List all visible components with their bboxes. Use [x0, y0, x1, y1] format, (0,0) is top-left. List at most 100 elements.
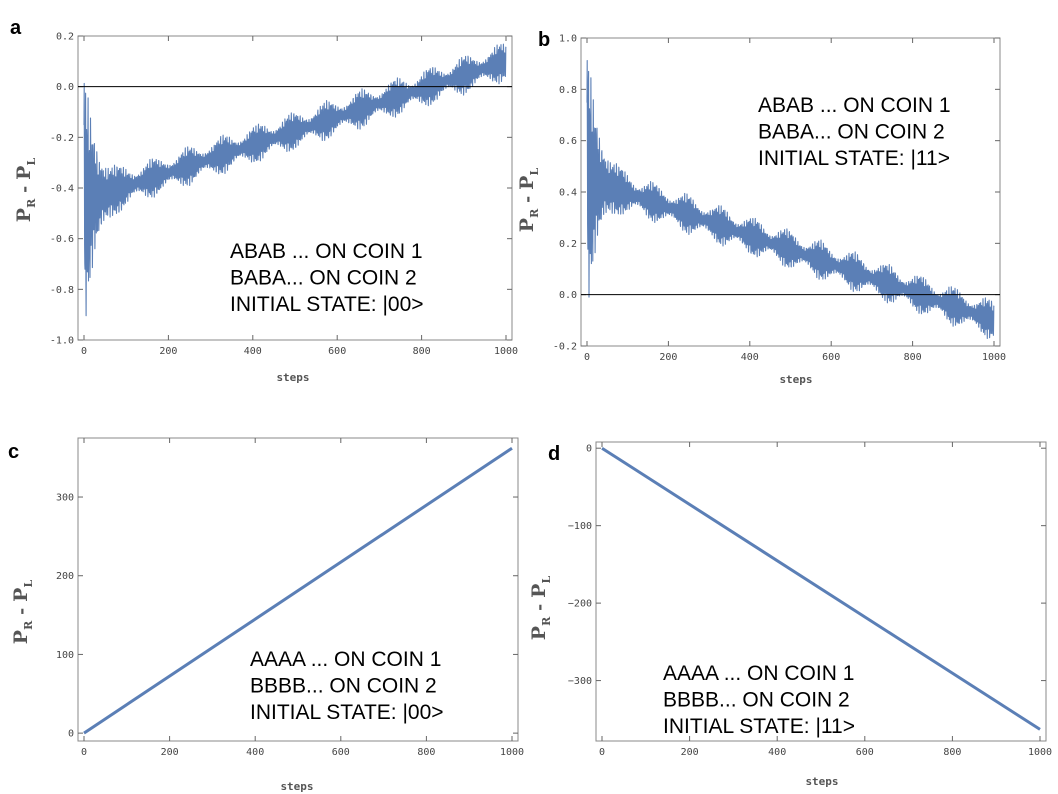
y-axis-label-part: -	[12, 602, 32, 621]
y-tick-label: -0.2	[50, 133, 74, 144]
y-axis-label: PR - PL	[528, 576, 553, 641]
y-tick-label: -0.6	[50, 234, 74, 245]
y-axis-label-part: P	[10, 630, 32, 644]
y-tick-label: 0.2	[559, 239, 577, 250]
y-tick-label: 0	[68, 729, 74, 740]
y-axis-label-part: R	[528, 208, 541, 218]
annotation-line: BABA... ON COIN 2	[230, 267, 417, 290]
x-tick-label: 200	[161, 747, 179, 758]
annotation-line: AAAA ... ON COIN 1	[250, 648, 441, 671]
y-tick-label: -0.2	[553, 342, 577, 353]
x-tick-label: 0	[81, 747, 87, 758]
y-axis-label-part: L	[25, 158, 38, 166]
y-tick-label: 0.0	[56, 82, 74, 93]
x-axis-label: steps	[779, 373, 812, 386]
y-axis-label: PR - PL	[13, 158, 38, 223]
y-tick-label: 0.2	[56, 32, 74, 43]
annotation-line: ABAB ... ON COIN 1	[230, 240, 423, 263]
x-tick-label: 0	[81, 346, 87, 357]
y-tick-label: 0.6	[559, 136, 577, 147]
annotation-line: INITIAL STATE: |00>	[230, 293, 424, 316]
x-tick-label: 400	[246, 747, 264, 758]
y-axis-label-part: L	[540, 576, 553, 584]
y-axis-label-part: P	[528, 626, 550, 640]
annotation-line: INITIAL STATE: |11>	[663, 715, 855, 738]
panel-d: 0 −100 −200 −300 0 200 400 600 800 1000 steps PR - …	[528, 441, 1052, 788]
y-axis-label-part: -	[518, 190, 538, 209]
x-tick-label: 200	[159, 346, 177, 357]
y-axis-label-part: P	[10, 588, 32, 602]
x-axis-label: steps	[280, 780, 313, 793]
x-tick-label: 200	[681, 747, 699, 758]
y-axis-label-part: L	[528, 168, 541, 176]
x-tick-label: 800	[413, 346, 431, 357]
x-tick-label: 200	[659, 352, 677, 363]
panel-a: 0.2 0.0 -0.2 -0.4 -0.6 -0.8 -1.0 0 200 400 600 800 1…	[10, 17, 518, 384]
y-tick-label: 0.8	[559, 85, 577, 96]
annotation-line: INITIAL STATE: |00>	[250, 701, 444, 724]
panel-letter: a	[10, 17, 22, 39]
x-tick-label: 1000	[982, 352, 1006, 363]
panel-b: 1.0 0.8 0.6 0.4 0.2 0.0 -0.2 0 200 400 600 800 1000 s…	[516, 29, 1006, 386]
y-axis-label-part: -	[15, 180, 35, 199]
plot-frame	[595, 441, 1047, 742]
y-tick-label: 0	[586, 444, 592, 455]
series-line	[586, 59, 995, 340]
x-tick-label: 600	[328, 346, 346, 357]
y-axis-label: PR - PL	[10, 580, 35, 645]
x-tick-label: 0	[599, 747, 605, 758]
y-axis-label-part: P	[13, 208, 35, 222]
y-tick-label: 1.0	[559, 34, 577, 45]
x-tick-label: 1000	[494, 346, 518, 357]
x-tick-label: 800	[904, 352, 922, 363]
y-axis-label-part: R	[540, 616, 553, 626]
y-tick-label: −100	[568, 521, 592, 532]
x-tick-label: 400	[244, 346, 262, 357]
series-line	[601, 446, 1041, 731]
series-line	[83, 446, 513, 735]
x-tick-label: 400	[768, 747, 786, 758]
y-axis-label-part: -	[530, 598, 550, 617]
panel-letter: c	[8, 441, 19, 463]
y-tick-label: 300	[56, 493, 74, 504]
series-line	[83, 43, 507, 317]
panel-letter: d	[548, 443, 560, 465]
x-tick-label: 600	[856, 747, 874, 758]
plot-frame	[77, 437, 519, 742]
x-tick-label: 600	[332, 747, 350, 758]
annotation-line: INITIAL STATE: |11>	[758, 147, 950, 170]
x-tick-label: 400	[741, 352, 759, 363]
x-tick-label: 800	[943, 747, 961, 758]
y-axis-label-part: P	[516, 176, 538, 190]
y-axis-label: PR - PL	[516, 168, 541, 233]
y-tick-label: 0.0	[559, 290, 577, 301]
y-tick-label: 0.4	[559, 188, 577, 199]
x-tick-label: 1000	[1028, 747, 1052, 758]
x-tick-label: 800	[417, 747, 435, 758]
y-tick-label: -0.8	[50, 285, 74, 296]
y-tick-label: 200	[56, 571, 74, 582]
y-axis-label-part: P	[516, 218, 538, 232]
y-axis-label-part: P	[13, 166, 35, 180]
annotation-line: AAAA ... ON COIN 1	[663, 662, 854, 685]
x-tick-label: 1000	[500, 747, 524, 758]
y-tick-label: −200	[568, 599, 592, 610]
x-axis-label: steps	[805, 775, 838, 788]
y-tick-label: -1.0	[50, 336, 74, 347]
annotation-line: BABA... ON COIN 2	[758, 121, 945, 144]
y-axis-label-part: L	[22, 580, 35, 588]
annotation-line: BBBB... ON COIN 2	[663, 689, 850, 712]
x-tick-label: 600	[822, 352, 840, 363]
x-tick-label: 0	[584, 352, 590, 363]
panel-letter: b	[538, 29, 550, 51]
y-tick-label: −300	[568, 676, 592, 687]
y-tick-label: -0.4	[50, 184, 74, 195]
annotation-line: BBBB... ON COIN 2	[250, 675, 437, 698]
annotation-line: ABAB ... ON COIN 1	[758, 94, 951, 117]
y-tick-label: 100	[56, 650, 74, 661]
y-axis-label-part: P	[528, 584, 550, 598]
y-axis-label-part: R	[22, 620, 35, 630]
x-axis-label: steps	[276, 371, 309, 384]
